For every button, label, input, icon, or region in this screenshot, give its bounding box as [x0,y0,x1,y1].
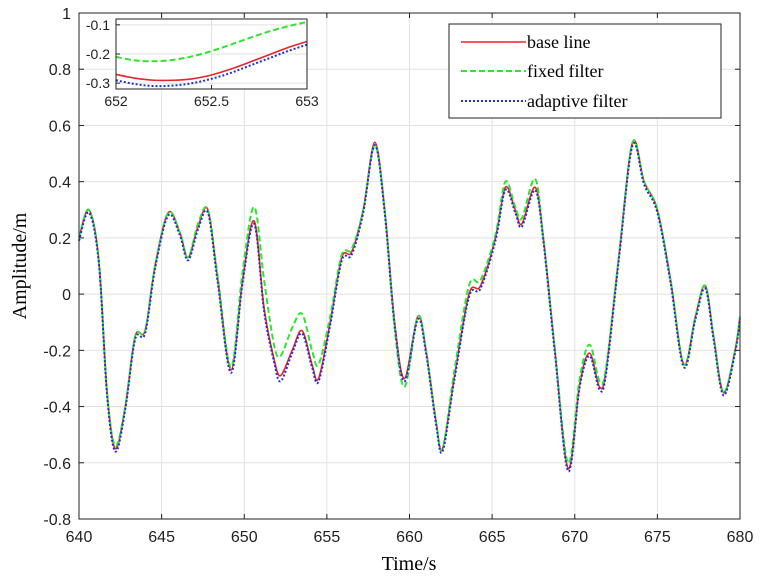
inset-ticks: 652 652.5 653 -0.1 -0.2 -0.3 [86,17,319,109]
x-tick-label: 640 [66,529,93,546]
inset-series-line-base-line [115,40,308,82]
y-axis-label: Amplitude/m [9,212,31,319]
legend-box [448,23,722,119]
x-axis-label: Time/s [382,553,437,575]
y-tick-label: 0.2 [49,231,71,248]
main-series-group [78,139,741,473]
y-tick-label: 1 [62,6,71,23]
inset-y-tick-label: -0.3 [86,75,110,91]
legend-label-base-line: base line [527,32,590,52]
legend-label-adaptive-filter: adaptive filter [527,91,627,111]
legend-label-fixed-filter: fixed filter [527,61,603,81]
y-tick-label: 0.4 [49,175,71,192]
inset-y-tick-label: -0.1 [86,17,110,33]
x-tick-label: 655 [314,529,341,546]
inset-x-tick-label: 652.5 [194,93,229,109]
x-tick-label: 660 [396,529,423,546]
y-tick-label: 0.6 [49,118,71,135]
x-tick-label: 665 [479,529,506,546]
x-tick-label: 650 [231,529,258,546]
x-tick-label: 670 [561,529,588,546]
inset-y-tick-label: -0.2 [86,46,110,62]
inset-series-line-fixed-filter [115,20,308,63]
x-tick-label: 645 [148,529,175,546]
y-tick-label: 0 [62,287,71,304]
y-tick-label: -0.6 [43,456,71,473]
y-tick-label: -0.8 [43,512,71,529]
inset-series-line-adaptive-filter [115,43,308,88]
inset-x-tick-label: 653 [295,93,319,109]
x-tick-label: 675 [644,529,671,546]
x-tick-label: 680 [727,529,754,546]
y-tick-label: -0.2 [43,343,71,360]
y-tick-label: 0.8 [49,62,71,79]
inset-series-group [115,20,308,88]
main-ticks: 640 645 650 655 660 665 670 675 680 -0.8 -0.6 -0.4 -… [43,6,753,546]
inset-x-tick-label: 652 [104,93,128,109]
y-tick-label: -0.4 [43,400,71,417]
legend: base line fixed filter adaptive filter [448,23,722,119]
inset-zoom-plot: 652 652.5 653 -0.1 -0.2 -0.3 [86,17,319,109]
